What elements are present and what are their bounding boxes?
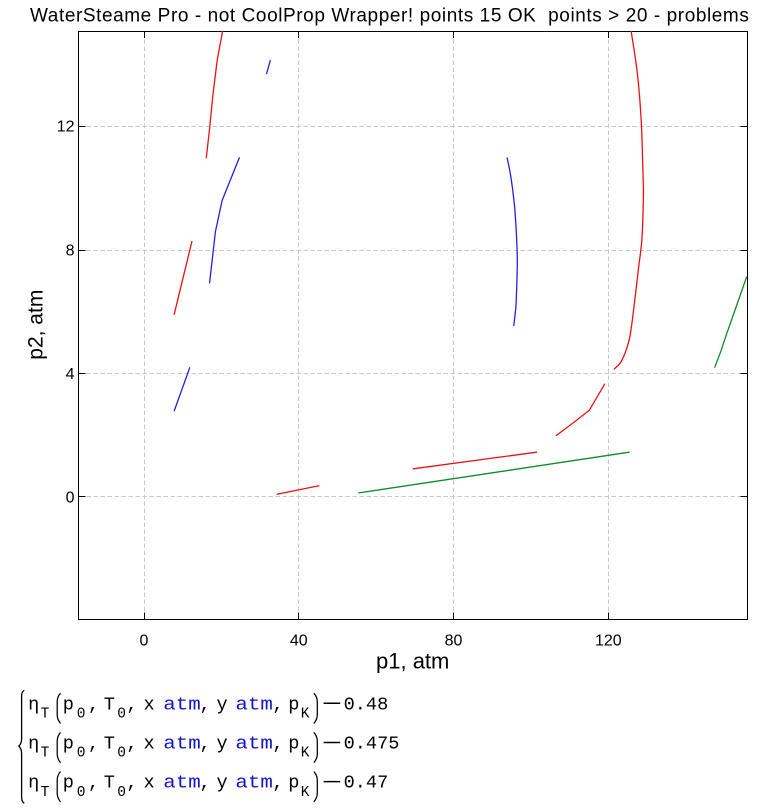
svg-text:120: 120 [595,632,622,649]
svg-text:40: 40 [290,632,308,649]
svg-text:WaterSteame Pro - not CoolProp: WaterSteame Pro - not CoolProp Wrapper! … [30,6,749,27]
svg-text:4: 4 [66,366,75,383]
svg-text:80: 80 [445,632,463,649]
svg-text:0: 0 [140,632,149,649]
svg-text:p1, atm: p1, atm [376,648,449,673]
svg-text:8: 8 [66,243,75,260]
svg-text:p2, atm: p2, atm [24,290,47,360]
svg-text:12: 12 [57,119,75,136]
svg-text:0: 0 [66,489,75,506]
